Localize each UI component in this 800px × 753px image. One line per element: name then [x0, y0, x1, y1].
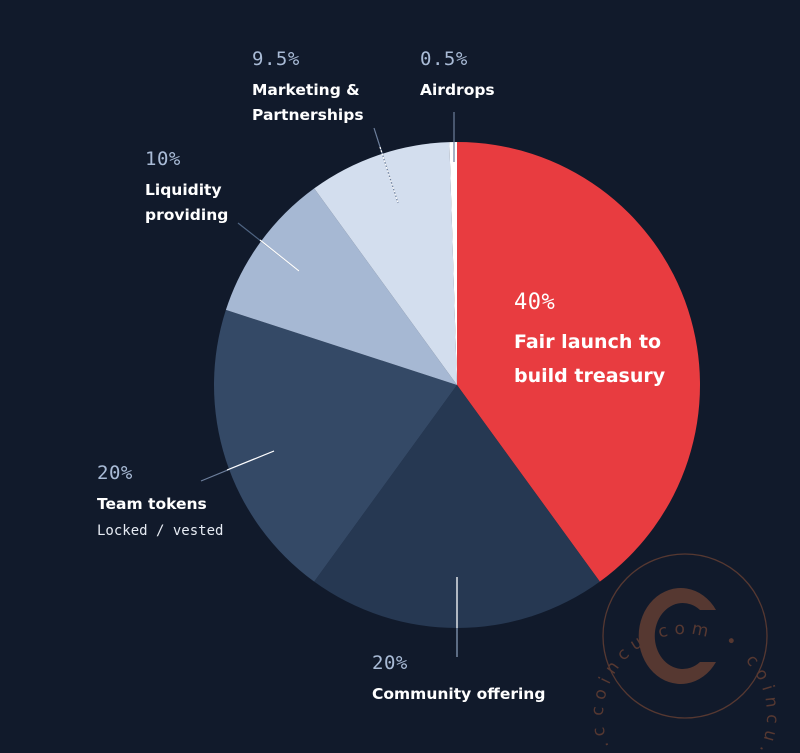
label-liquidity: 10% Liquidity providing: [145, 148, 228, 228]
label-liquidity-pct: 10%: [145, 148, 181, 170]
pie-slice-liquidity-providing: [225, 188, 457, 385]
pie-slice-marketing-partnerships: [314, 142, 457, 385]
leader-lines: [200, 112, 458, 657]
leader-line-liquidity-inner: [259, 239, 300, 272]
label-community-line1: Community offering: [372, 685, 546, 703]
pie-slice-community-offering: [314, 385, 600, 628]
leader-line-team-inner: [226, 450, 275, 471]
label-marketing-pct: 9.5%: [252, 48, 300, 70]
label-airdrops-pct: 0.5%: [420, 48, 468, 70]
label-marketing-line1: Marketing &: [252, 81, 360, 99]
label-airdrops-line1: Airdrops: [420, 81, 495, 99]
label-team: 20% Team tokens Locked / vested: [97, 462, 223, 539]
watermark-ring: [602, 553, 768, 719]
label-team-line1: Team tokens: [97, 495, 207, 513]
label-treasury-line1: Fair launch to: [514, 331, 662, 353]
label-liquidity-line1: Liquidity: [145, 181, 222, 199]
label-team-pct: 20%: [97, 462, 133, 484]
pie-slice-fair-launch-to-build-treasury: [457, 142, 700, 582]
label-treasury-line2: build treasury: [514, 365, 666, 387]
label-community-pct: 20%: [372, 652, 408, 674]
label-marketing-line2: Partnerships: [252, 106, 364, 124]
pie-slice-airdrops: [449, 142, 457, 385]
label-treasury-pct: 40%: [514, 290, 556, 315]
watermark-c-letter: [638, 588, 716, 684]
label-liquidity-line2: providing: [145, 206, 229, 224]
leader-line-marketing-inner: [379, 146, 399, 204]
pie-slice-team-tokens: [213, 309, 457, 582]
pie-slices: [213, 142, 700, 628]
label-marketing: 9.5% Marketing & Partnerships: [252, 48, 364, 128]
label-team-sub: Locked / vested: [97, 523, 224, 539]
label-treasury: 40% Fair launch to build treasury: [514, 290, 665, 393]
label-community: 20% Community offering: [372, 652, 545, 707]
label-airdrops: 0.5% Airdrops: [420, 48, 495, 103]
